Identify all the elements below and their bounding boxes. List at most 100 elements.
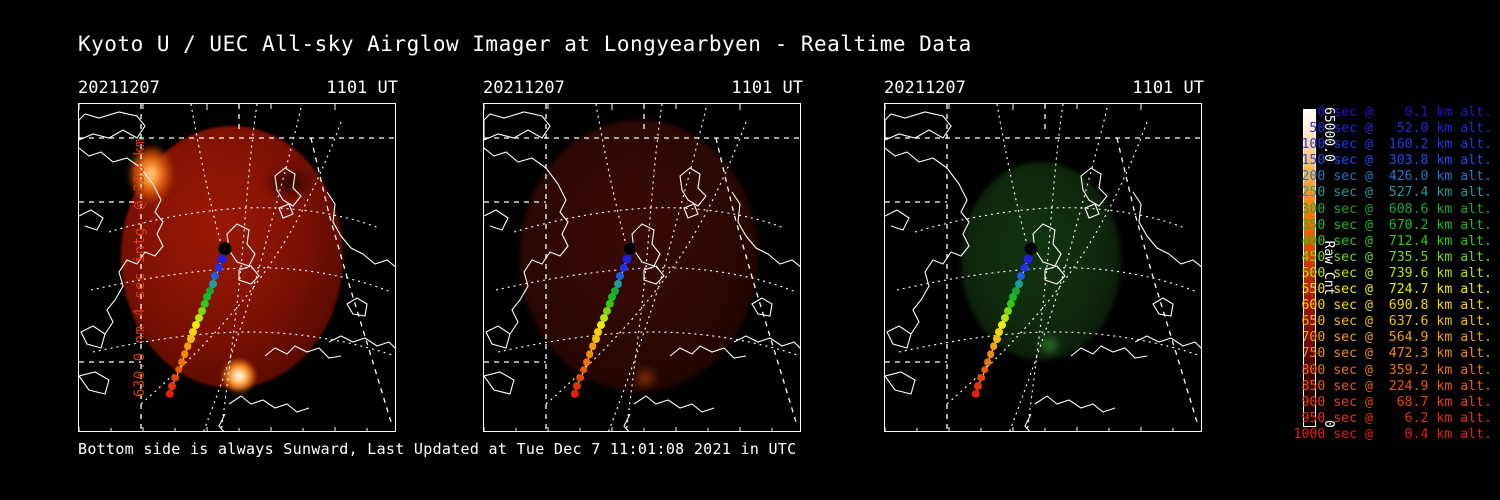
- altitude-legend-row: 450 sec @ 735.5 km alt.: [1293, 249, 1492, 265]
- altitude-legend-row: 200 sec @ 426.0 km alt.: [1293, 169, 1492, 185]
- trajectory-dot: [1024, 254, 1033, 264]
- trajectory-dot: [989, 342, 998, 351]
- trajectory-dot: [586, 350, 594, 358]
- colorbar-max-label: 65000.0: [1321, 107, 1336, 162]
- panel-date: 20211207: [884, 78, 966, 98]
- trajectory-dot: [616, 271, 625, 280]
- map-grid-overlay: [885, 104, 1201, 431]
- trajectory-dot: [214, 263, 223, 273]
- altitude-legend-row: 750 sec @ 472.3 km alt.: [1293, 346, 1492, 362]
- colorbar-630-1s: 65000.0 Raw Cnt 0: [1295, 103, 1353, 432]
- trajectory-dot: [1024, 242, 1037, 255]
- trajectory-dot: [192, 321, 201, 330]
- allsky-image-557-2s[interactable]: [884, 103, 1202, 432]
- airglow-disc: [961, 162, 1121, 360]
- altitude-legend-row: 1000 sec @ 0.4 km alt.: [1293, 426, 1493, 442]
- trajectory-dot: [980, 366, 989, 374]
- trajectory-dot: [602, 307, 611, 316]
- trajectory-dot: [171, 373, 180, 382]
- trajectory-dot: [582, 358, 591, 366]
- altitude-legend-row: 300 sec @ 608.6 km alt.: [1293, 201, 1492, 217]
- altitude-legend-row: 600 sec @ 690.8 km alt.: [1293, 298, 1492, 314]
- trajectory-dot: [177, 358, 186, 366]
- altitude-legend-row: 150 sec @ 303.8 km alt.: [1293, 153, 1492, 169]
- trajectory-dot: [1020, 263, 1029, 273]
- trajectory-dot: [1017, 271, 1026, 280]
- altitude-legend-row: 650 sec @ 637.6 km alt.: [1293, 314, 1492, 330]
- trajectory-dot: [197, 307, 206, 316]
- trajectory-dot: [608, 293, 617, 302]
- allsky-image-630-1s[interactable]: [483, 103, 801, 432]
- dark-patch-ne: [264, 166, 314, 200]
- trajectory-dot: [971, 389, 980, 399]
- trajectory-dot: [189, 327, 198, 336]
- trajectory-dot: [977, 373, 986, 382]
- map-grid-overlay: [79, 104, 395, 431]
- altitude-legend-row: 350 sec @ 670.2 km alt.: [1293, 217, 1492, 233]
- trajectory-dot: [611, 286, 620, 295]
- map-grid-overlay: [484, 104, 800, 431]
- trajectory-dot: [195, 314, 204, 323]
- colorbar-title: Raw Cnt: [1321, 240, 1336, 295]
- trajectory-dot: [992, 335, 1001, 344]
- trajectory-dot: [579, 366, 588, 374]
- panel-header: 20211207 1101 UT: [884, 78, 1204, 100]
- panel-time: 1101 UT: [1132, 78, 1204, 98]
- panel-time: 1101 UT: [731, 78, 803, 98]
- trajectory-dot: [597, 321, 606, 330]
- aurora-hotspot-s: [632, 366, 658, 390]
- trajectory-dot: [576, 373, 585, 382]
- trajectory-dot: [208, 279, 217, 288]
- trajectory-dot: [1003, 307, 1012, 316]
- trajectory-dot: [218, 254, 227, 264]
- trajectory-dot: [995, 327, 1004, 336]
- altitude-legend-row: 900 sec @ 68.7 km alt.: [1293, 394, 1492, 410]
- altitude-legend: 0 sec @ 0.1 km alt. 50 sec @ 52.0 km alt…: [1262, 105, 1500, 443]
- trajectory-dot: [206, 286, 215, 295]
- trajectory-dot: [186, 335, 195, 344]
- altitude-legend-row: 850 sec @ 224.9 km alt.: [1293, 378, 1492, 394]
- trajectory-dot: [1001, 314, 1010, 323]
- colorbar-min-label: 0: [1321, 420, 1336, 428]
- trajectory-dot: [1014, 279, 1023, 288]
- trajectory-dot: [181, 350, 189, 358]
- trajectory-dot: [570, 389, 579, 399]
- trajectory-dot: [983, 358, 992, 366]
- trajectory-dot: [613, 279, 622, 288]
- panel-date: 20211207: [483, 78, 565, 98]
- trajectory-dot: [623, 242, 636, 255]
- trajectory-dot: [600, 314, 609, 323]
- panel-header: 20211207 1101 UT: [483, 78, 803, 100]
- trajectory-dot: [200, 299, 210, 309]
- panel-date: 20211207: [78, 78, 160, 98]
- trajectory-dot: [573, 381, 582, 390]
- aurora-hotspot-nw: [129, 146, 173, 202]
- panel-y-label: 630.0 nm 4 sec intg. @ 250 km: [132, 138, 148, 397]
- altitude-legend-row: 50 sec @ 52.0 km alt.: [1293, 121, 1492, 137]
- trajectory-dot: [183, 342, 192, 351]
- panel-header: 20211207 1101 UT: [78, 78, 398, 100]
- altitude-legend-row: 800 sec @ 359.2 km alt.: [1293, 362, 1492, 378]
- page-title: Kyoto U / UEC All-sky Airglow Imager at …: [78, 32, 972, 56]
- trajectory-dot: [591, 335, 600, 344]
- aurora-hotspot-s: [222, 359, 256, 393]
- altitude-legend-row: 950 sec @ 6.2 km alt.: [1293, 410, 1492, 426]
- trajectory-dot: [1009, 293, 1018, 302]
- colorbar-gradient: [1303, 109, 1316, 427]
- trajectory-dot: [605, 299, 615, 309]
- allsky-image-630-4s[interactable]: [78, 103, 396, 432]
- trajectory-dot: [594, 327, 603, 336]
- trajectory-dot: [165, 389, 174, 399]
- altitude-legend-row: 400 sec @ 712.4 km alt.: [1293, 233, 1492, 249]
- altitude-legend-row: 100 sec @ 160.2 km alt.: [1293, 137, 1492, 153]
- trajectory-dot: [998, 321, 1007, 330]
- panel-time: 1101 UT: [326, 78, 398, 98]
- trajectory-dot: [218, 242, 231, 255]
- trajectory-dot: [987, 350, 995, 358]
- status-footer: Bottom side is always Sunward, Last Upda…: [78, 440, 797, 458]
- trajectory-dot: [974, 381, 983, 390]
- altitude-legend-row: 500 sec @ 739.6 km alt.: [1293, 265, 1492, 281]
- trajectory-dot: [211, 271, 220, 280]
- trajectory-dot: [619, 263, 628, 273]
